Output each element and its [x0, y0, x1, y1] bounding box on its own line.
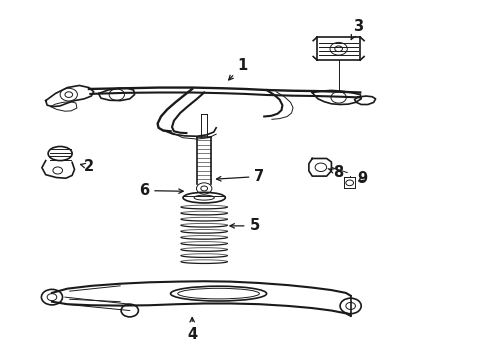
Text: 6: 6 — [139, 183, 183, 198]
Text: 8: 8 — [328, 166, 344, 180]
Text: 3: 3 — [351, 19, 363, 40]
Text: 7: 7 — [217, 169, 265, 184]
Text: 2: 2 — [80, 159, 94, 174]
Text: 9: 9 — [358, 171, 368, 186]
Text: 5: 5 — [230, 219, 260, 233]
Text: 1: 1 — [229, 58, 248, 80]
Text: 4: 4 — [187, 318, 197, 342]
